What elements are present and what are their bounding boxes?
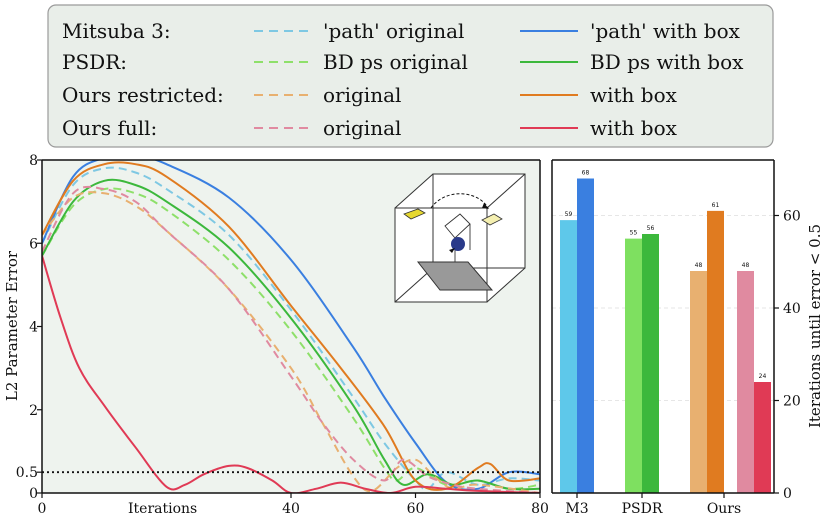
bar [642,234,659,493]
legend-entry-label: with box [590,116,678,140]
x-tick-label: 80 [531,501,549,517]
legend-entry-label: 'path' with box [590,19,741,43]
y-tick-label: 2 [29,403,38,419]
bar [560,220,577,493]
y-tick-label: 0 [29,486,38,502]
legend-group-label: Ours full: [62,116,157,140]
light-source-shape [403,208,426,220]
bar-y-tick-label: 60 [783,209,801,225]
bar-value-label: 55 [630,230,638,237]
bar-value-label: 59 [565,211,573,218]
y-axis-label: L2 Parameter Error [3,250,21,401]
bar [625,238,642,493]
legend-entry-label: original [323,83,401,107]
bar-value-label: 48 [742,262,750,269]
legend-entry-label: BD ps with box [590,50,744,74]
sphere-shape [451,237,465,251]
bar [577,178,594,493]
legend-entry-label: 'path' original [323,19,464,43]
bar [690,271,707,493]
y-tick-label: 0.5 [16,465,38,481]
bar [754,382,771,493]
y-tick-label: 8 [29,153,38,169]
bar-y-tick-label: 20 [783,394,801,410]
bar-y-tick-label: 0 [783,486,792,502]
x-tick-label: 0 [38,501,47,517]
bar-value-label: 56 [647,225,655,232]
legend-group-label: PSDR: [62,50,127,74]
x-tick-label: 60 [407,501,425,517]
legend-entry-label: with box [590,83,678,107]
bar-value-label: 68 [582,170,590,177]
ground-plane-shape [416,261,494,291]
category-label: PSDR [622,501,663,517]
legend-entry-label: original [323,116,401,140]
legend-group-label: Ours restricted: [62,83,224,107]
light-target-shape [481,213,503,226]
x-tick-label: 40 [282,501,300,517]
bar-value-label: 24 [759,373,767,380]
x-axis-label: Iterations [128,501,197,517]
legend-entry-label: BD ps original [323,50,468,74]
bar [707,210,724,493]
legend-box [47,4,774,148]
bar-y-tick-label: 40 [783,301,801,317]
bar-value-label: 48 [695,262,703,269]
line-chart: 0 40 60 80 0 0.5 2 4 6 8 Iterations L2 Parameter … [3,153,549,517]
bar-value-label: 61 [712,202,720,209]
bar-chart: 59 68 55 56 48 61 48 24 M3 PSDR Ours 0 20 40 60 Itera… [551,159,824,517]
series-line [42,185,540,493]
category-label: Ours [707,501,741,517]
bar [737,271,754,493]
series-line [42,161,540,491]
scene-inset-illustration [394,173,526,303]
bar-y-axis-label: Iterations until error < 0.5 [806,224,824,428]
y-tick-label: 6 [29,236,38,252]
series-line [42,178,540,491]
y-tick-label: 4 [29,320,38,336]
category-label: M3 [565,501,588,517]
legend-group-label: Mitsuba 3: [62,19,171,43]
legend: Mitsuba 3: PSDR: Ours restricted: Ours full… [62,19,744,140]
